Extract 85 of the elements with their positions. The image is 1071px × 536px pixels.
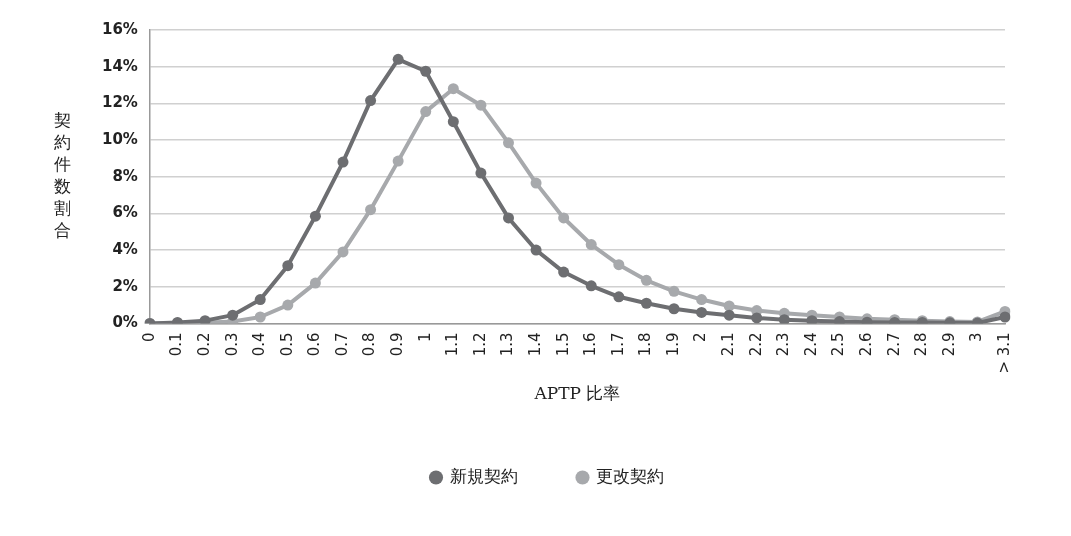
y-tick-label: 16% <box>102 19 138 38</box>
point <box>696 306 708 318</box>
x-tick-label: 2.2 <box>746 332 765 357</box>
y-tick-label: 14% <box>102 56 138 75</box>
legend-label: 新規契約 <box>449 465 518 486</box>
y-tick-label: 6% <box>112 203 138 222</box>
x-tick-label: 0.8 <box>360 332 379 357</box>
x-tick-label: 0.4 <box>250 332 269 357</box>
x-tick-label: 2.1 <box>719 332 738 357</box>
x-tick-label: 0.1 <box>167 332 186 357</box>
x-tick-label: 0.7 <box>332 332 351 357</box>
x-tick-label: > 3.1 <box>994 332 1013 374</box>
point <box>502 137 514 149</box>
legend-label: 更改契約 <box>596 465 664 486</box>
point <box>365 95 377 107</box>
point <box>668 285 680 297</box>
point <box>668 303 680 315</box>
point <box>751 312 763 324</box>
x-tick-label: 1.6 <box>581 332 600 357</box>
point <box>447 83 459 95</box>
x-tick-label: 0.2 <box>194 332 213 357</box>
point <box>309 277 321 289</box>
y-tick-label: 2% <box>112 276 138 295</box>
y-tick-label: 12% <box>102 93 138 112</box>
point <box>640 274 652 286</box>
x-axis-title: APTP 比率 <box>533 383 621 404</box>
point <box>365 204 377 216</box>
x-tick-label: 1.2 <box>470 332 489 357</box>
point <box>309 210 321 222</box>
point <box>806 315 818 324</box>
point <box>530 244 542 256</box>
y-tick-label: 0% <box>112 313 138 332</box>
x-tick-label: 0.5 <box>277 332 296 357</box>
x-tick-label: 2 <box>691 332 710 342</box>
x-tick-label: 1 <box>415 332 434 342</box>
point <box>613 291 625 303</box>
point <box>282 260 294 272</box>
point <box>337 156 349 168</box>
point <box>558 212 570 224</box>
x-tick-label: 1.7 <box>608 332 627 357</box>
point <box>227 309 239 321</box>
x-tick-label: 2.8 <box>912 332 931 357</box>
x-tick-label: 0.9 <box>388 332 407 357</box>
y-tick-label: 10% <box>102 129 138 148</box>
point <box>999 311 1011 323</box>
point <box>254 294 266 306</box>
point <box>420 106 432 118</box>
point <box>778 314 790 324</box>
x-tick-label: 0.6 <box>305 332 324 357</box>
point <box>558 266 570 278</box>
point <box>475 167 487 179</box>
x-tick-label: 2.7 <box>884 332 903 357</box>
x-tick-label: 1.5 <box>553 332 572 357</box>
x-tick-label: 0 <box>139 332 158 342</box>
point <box>640 297 652 309</box>
point <box>613 259 625 271</box>
point <box>254 311 266 323</box>
point <box>502 212 514 224</box>
x-tick-label: 3 <box>967 332 986 342</box>
x-tick-label: 2.6 <box>856 332 875 357</box>
y-tick-label: 4% <box>112 239 138 258</box>
x-tick-label: 1.9 <box>663 332 682 357</box>
point <box>723 309 735 321</box>
point <box>420 65 432 77</box>
x-tick-label: 2.4 <box>801 332 820 357</box>
x-tick-label: 1.8 <box>636 332 655 357</box>
x-tick-label: 2.3 <box>774 332 793 357</box>
point <box>585 239 597 251</box>
x-tick-label: 1.3 <box>498 332 517 357</box>
point <box>392 155 404 167</box>
point <box>475 99 487 111</box>
y-tick-label: 8% <box>112 166 138 185</box>
x-tick-label: 1.1 <box>443 332 462 357</box>
point <box>585 280 597 292</box>
point <box>696 294 708 306</box>
point <box>392 53 404 65</box>
y-axis-title: 契約件数割合 <box>53 110 71 241</box>
x-tick-label: 2.5 <box>829 332 848 357</box>
x-tick-label: 0.3 <box>222 332 241 357</box>
x-tick-label: 1.4 <box>525 332 544 357</box>
point <box>447 116 459 128</box>
point <box>282 299 294 311</box>
point <box>530 177 542 189</box>
point <box>337 246 349 258</box>
x-tick-label: 2.9 <box>939 332 958 357</box>
